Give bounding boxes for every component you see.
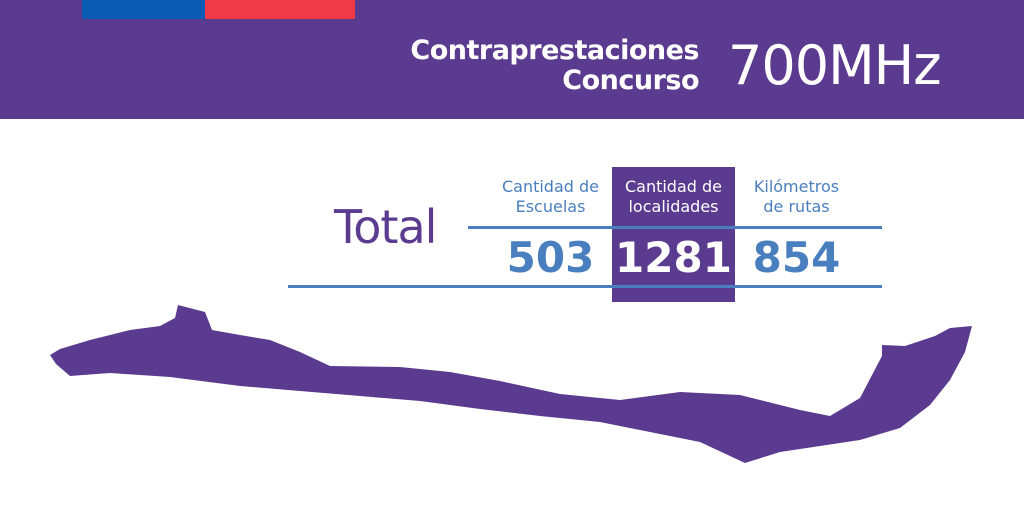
label-kilometros: Kilómetros de rutas [735,177,858,217]
flag-stripe-blue [82,0,205,19]
label-escuelas: Cantidad de Escuelas [489,177,612,217]
divider-bottom [288,285,882,288]
value-kilometros: 854 [752,233,841,282]
label-line: localidades [628,197,719,216]
flag-stripe-red [205,0,355,19]
title-line-2: Concurso [562,65,699,96]
value-localidades: 1281 [615,233,732,282]
title-line-1: Contraprestaciones [410,35,699,66]
band-label: 700MHz [728,34,942,97]
header-banner: Contraprestaciones Concurso 700MHz [0,0,1024,119]
label-line: Escuelas [515,197,586,216]
chile-map-icon [50,305,972,463]
total-label: Total [334,200,437,254]
label-line: de rutas [763,197,830,216]
divider-top [468,226,882,229]
value-escuelas: 503 [506,233,595,282]
label-line: Cantidad de [501,177,600,196]
highlight-column [612,167,735,302]
label-line: Cantidad de [624,177,723,196]
header-title: Contraprestaciones Concurso [410,36,699,96]
label-line: Kilómetros [753,177,840,196]
label-localidades: Cantidad de localidades [612,177,735,217]
